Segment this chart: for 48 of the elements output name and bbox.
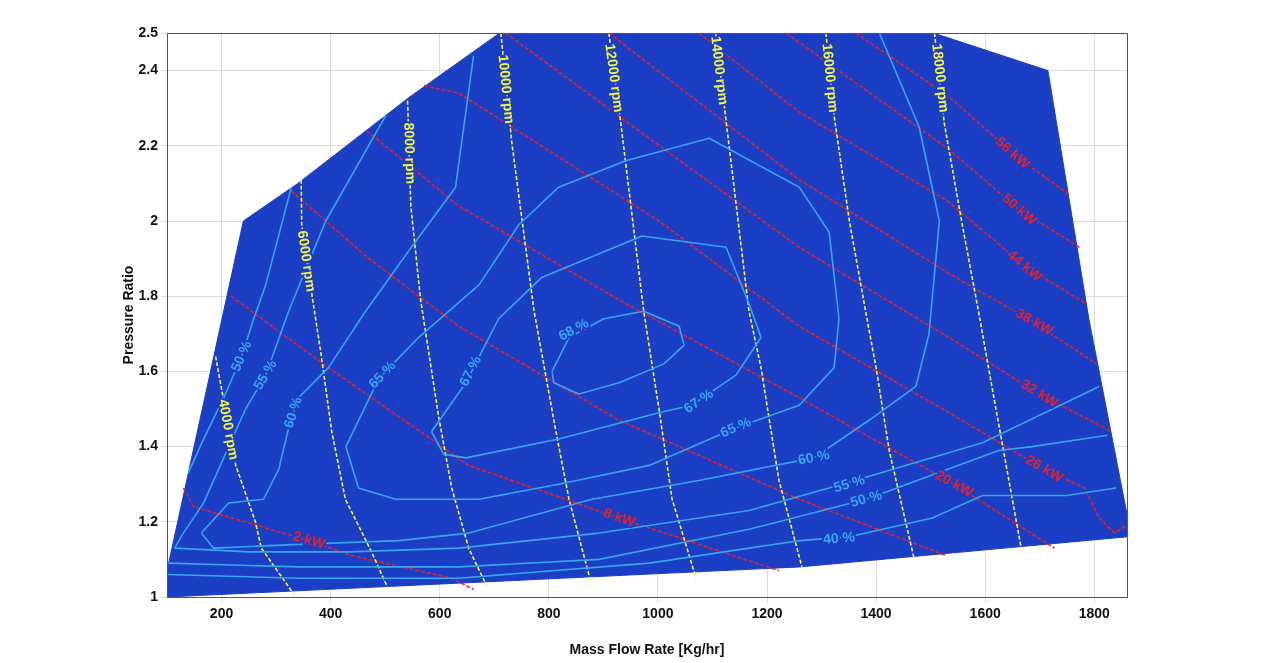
annotation: 16000 rpm [819, 42, 843, 114]
annotation: 44 kW [1004, 246, 1047, 285]
annotation: 67 % [680, 384, 717, 417]
x-tick-label: 1400 [860, 605, 892, 622]
x-tick-label: 800 [537, 605, 561, 622]
x-tick-label: 400 [318, 605, 343, 622]
x-tick-label: 600 [428, 605, 452, 622]
line-series [698, 33, 1087, 305]
y-tick-label: 2.5 [138, 23, 159, 40]
x-axis-title: Mass Flow Rate [Kg/hr] [569, 641, 725, 658]
annotation: 60 % [796, 445, 832, 468]
y-axis-title: Pressure Ratio [120, 265, 137, 365]
x-tick-label: 1800 [1078, 605, 1111, 622]
annotation: 2 kW [291, 527, 328, 553]
annotation: 56 kW [992, 133, 1035, 173]
y-tick-label: 2.2 [138, 136, 159, 153]
annotation: 32 kW [1018, 375, 1062, 411]
y-tick-label: 1.2 [138, 512, 159, 529]
annotation: 14000 rpm [708, 35, 733, 106]
x-tick-label: 1600 [969, 605, 1001, 622]
annotation: 12000 rpm [602, 42, 628, 114]
y-tick-label: 1.4 [138, 437, 159, 454]
line-series [785, 33, 1081, 249]
line-series [500, 33, 592, 583]
annotation: 4000 rpm [215, 397, 243, 462]
annotation: 38 kW [1013, 304, 1058, 339]
annotation: 65 % [364, 356, 399, 392]
annotation: 8000 rpm [401, 122, 420, 185]
x-tick-label: 200 [209, 605, 234, 622]
y-tick-label: 1.8 [138, 287, 159, 304]
annotation: 20 kW [933, 466, 977, 501]
y-tick-label: 1 [150, 587, 159, 604]
x-tick-label: 1200 [751, 605, 783, 622]
annotation: 50 kW [999, 189, 1041, 229]
annotation: 60 % [279, 394, 306, 431]
annotation: 26 kW [1023, 450, 1067, 486]
y-tick-label: 2.4 [138, 61, 159, 78]
x-tick-label: 1000 [642, 605, 674, 622]
annotation: 10000 rpm [495, 54, 519, 125]
y-tick-label: 1.6 [138, 362, 159, 379]
annotation: 18000 rpm [929, 42, 953, 114]
line-series [182, 487, 475, 591]
annotation: 6000 rpm [294, 229, 320, 293]
annotation: 8 kW [601, 504, 639, 531]
annotation: 40 % [822, 528, 856, 547]
annotation: 68 % [555, 314, 592, 344]
y-tick-label: 2 [150, 211, 159, 228]
annotation: 50 % [848, 486, 884, 510]
